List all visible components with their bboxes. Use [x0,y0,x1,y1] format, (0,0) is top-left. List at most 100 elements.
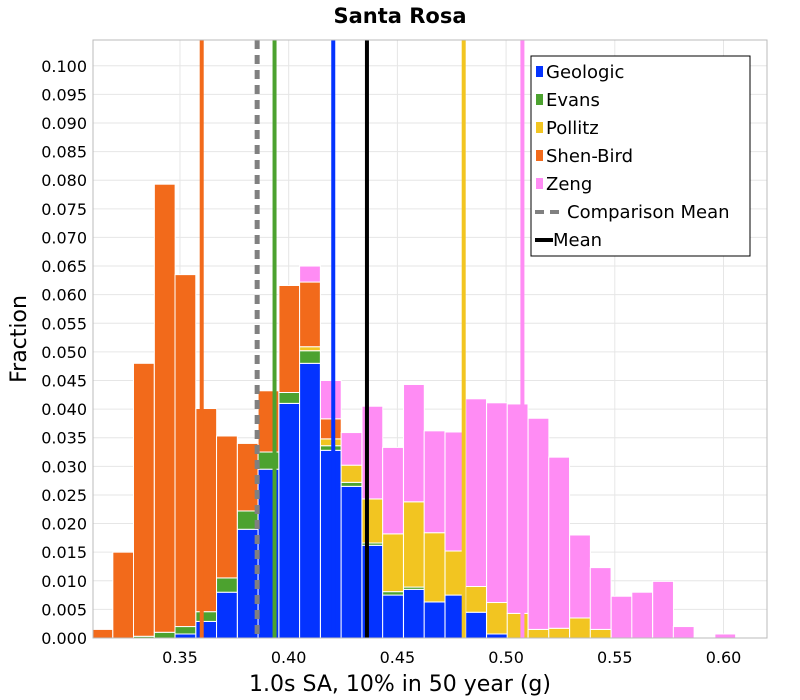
y-tick-label: 0.095 [41,85,87,104]
bar-pollitz [465,585,487,613]
y-tick-label: 0.090 [41,114,87,133]
bar-geologic [403,588,425,638]
bar-zeng [672,626,695,638]
y-tick-label: 0.080 [41,171,87,190]
bar-evans [299,350,321,364]
bar-pollitz [319,438,342,447]
plot-frame [92,39,768,639]
bar-evans [195,611,218,622]
y-tick-label: 0.045 [41,371,87,390]
legend-mean-label: Mean [553,230,602,251]
bar-zeng [486,402,508,604]
bar-shen-bird [93,628,114,638]
bar-pollitz [340,464,363,483]
bar-shen-bird [174,274,197,628]
y-tick-label: 0.065 [41,257,87,276]
legend-pollitz-swatch [536,122,543,133]
y-tick-label: 0.055 [41,314,87,333]
legend-zeng-label: Zeng [546,174,592,195]
legend-zeng-swatch [536,178,543,189]
bar-evans [278,392,301,404]
y-axis-title: Fraction [7,295,32,383]
x-tick-label: 0.50 [488,648,524,667]
bar-shen-bird [153,183,176,633]
y-tick-label: 0.060 [41,286,87,305]
bar-geologic [174,633,197,638]
legend-geologic-label: Geologic [546,62,624,83]
bar-geologic [299,362,321,638]
bar-evans [174,626,197,635]
y-tick-label: 0.015 [41,543,87,562]
legend-geologic-swatch [536,66,543,77]
bar-pollitz [423,532,446,603]
bar-shen-bird [319,418,342,440]
bar-zeng [548,456,571,629]
bar-pollitz [403,501,425,588]
bar-zeng [569,534,591,619]
bar-shen-bird [278,284,301,394]
y-tick-label: 0.050 [41,343,87,362]
bars-group [93,183,737,638]
legend-pollitz-label: Pollitz [546,118,599,139]
legend-evans-swatch [536,94,543,105]
bar-shen-bird [216,435,238,579]
x-tick-label: 0.55 [597,648,633,667]
bar-zeng [382,446,404,535]
y-tick-label: 0.040 [41,400,87,419]
bar-geologic [340,485,363,638]
bar-evans [216,577,238,593]
y-tick-label: 0.085 [41,143,87,162]
bar-geologic [278,402,301,638]
bar-pollitz [506,612,529,638]
bar-geologic [465,611,487,638]
legend-comparison-mean-label: Comparison Mean [567,202,730,223]
bar-evans [382,591,404,596]
bar-evans [319,445,342,451]
bar-pollitz [589,628,612,638]
legend: Geologic Evans Pollitz Shen-Bird Zeng Compari… [530,55,751,257]
bar-pollitz [569,617,591,638]
bar-shen-bird [132,362,155,637]
y-tick-label: 0.035 [41,429,87,448]
legend-shen-bird-label: Shen-Bird [546,146,633,167]
legend-box [530,55,751,257]
bar-zeng [465,398,487,587]
y-tick-label: 0.000 [41,629,87,648]
bar-zeng [299,265,321,283]
reference-lines [199,40,525,638]
bar-zeng [527,417,550,630]
bar-zeng [714,633,737,638]
bar-zeng [319,379,342,420]
bar-geologic [319,449,342,638]
x-tick-label: 0.60 [706,648,742,667]
bar-zeng [340,432,363,466]
y-tick-label: 0.100 [41,57,87,76]
bar-zeng [506,403,529,614]
bar-geologic [216,591,238,638]
bar-pollitz [382,533,404,593]
bar-zeng [403,383,425,503]
bar-shen-bird [299,281,321,348]
y-tick-label: 0.075 [41,200,87,219]
x-tick-label: 0.40 [271,648,307,667]
bar-geologic [423,601,446,638]
bar-pollitz [548,627,571,638]
bar-pollitz [527,628,550,638]
chart-title: Santa Rosa [333,4,466,28]
bar-pollitz [299,346,321,352]
bar-zeng [652,580,674,638]
bar-geologic [382,594,404,638]
y-tick-label: 0.005 [41,600,87,619]
bar-evans [340,481,363,487]
bar-zeng [589,567,612,630]
bar-geologic [486,633,508,638]
y-tick-label: 0.020 [41,515,87,534]
bar-zeng [631,591,654,638]
y-tick-label: 0.010 [41,572,87,591]
bar-pollitz [486,602,508,635]
bar-evans [153,631,176,638]
bar-shen-bird [195,408,218,613]
x-tick-label: 0.35 [162,648,198,667]
x-axis-title: 1.0s SA, 10% in 50 year (g) [249,672,551,697]
